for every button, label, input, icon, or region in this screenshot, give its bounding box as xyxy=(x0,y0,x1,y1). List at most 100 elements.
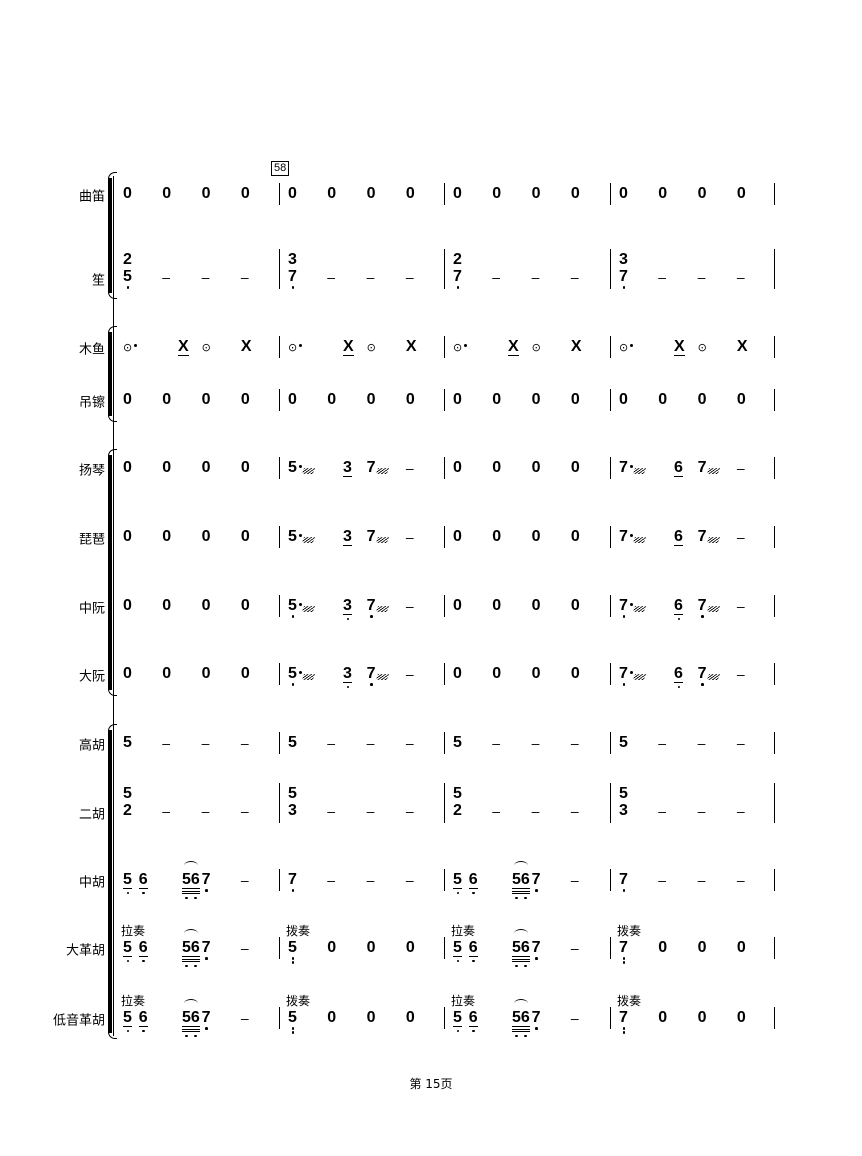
note-digit: 0 xyxy=(453,459,462,476)
low-octave-dot xyxy=(622,615,626,618)
underline xyxy=(674,682,683,684)
note-digit: – xyxy=(570,872,579,888)
technique-label: 拉奏 xyxy=(451,994,476,1008)
sustain-dash: – xyxy=(406,732,414,754)
note: 5 xyxy=(288,457,315,479)
note-digit: 0 xyxy=(327,185,337,202)
note: 0 xyxy=(658,937,667,959)
note-digit: 3 xyxy=(619,802,628,819)
note-digit: 0 xyxy=(453,185,462,202)
note: 0 xyxy=(571,526,580,548)
note: X xyxy=(241,336,252,358)
sustain-dash: – xyxy=(367,869,375,891)
note: 0 xyxy=(367,389,376,411)
note: 0 xyxy=(202,389,211,411)
note-digit: 56 xyxy=(511,999,530,1038)
note-digit: 7 xyxy=(619,663,628,686)
sustain-dash: – xyxy=(406,526,414,548)
barline xyxy=(774,595,776,617)
note-digit: ⊙ xyxy=(697,342,707,354)
note-digit: 0 xyxy=(531,391,541,408)
note-digit: 7 xyxy=(532,1007,541,1030)
note-digit: – xyxy=(697,735,706,751)
barline xyxy=(774,457,776,479)
bracket-winds xyxy=(108,172,117,299)
underline xyxy=(468,888,478,890)
sustain-dash: – xyxy=(202,800,210,822)
note-digit: 2 xyxy=(123,802,132,819)
note-digit: – xyxy=(570,803,579,819)
augmentation-dot xyxy=(298,534,302,538)
sustain-dash: – xyxy=(492,732,500,754)
note: 7 xyxy=(619,595,646,618)
technique-label: 拨奏 xyxy=(617,994,642,1008)
note: 0 xyxy=(453,389,462,411)
sustain-dash: – xyxy=(698,800,706,822)
note: 0 xyxy=(492,183,501,205)
low-octave-dot xyxy=(524,896,528,900)
note-digit: 3 xyxy=(343,595,352,621)
sustain-dash: – xyxy=(737,663,745,685)
underline xyxy=(511,893,530,895)
note-digit: 0 xyxy=(366,185,376,202)
note: 6 xyxy=(138,1007,148,1033)
note-digit: – xyxy=(366,803,375,819)
note: 6 xyxy=(468,937,478,963)
note-digit: 5 xyxy=(619,734,628,751)
note-digit: 0 xyxy=(123,665,132,682)
barline xyxy=(279,183,281,205)
note-digit: 0 xyxy=(201,528,211,545)
note-digit: 0 xyxy=(162,597,172,614)
underline xyxy=(674,614,683,616)
low-octave-dot xyxy=(291,615,295,618)
low-octave-dot xyxy=(142,959,145,963)
note-digit: 7 xyxy=(367,663,376,686)
note-digit: – xyxy=(366,269,375,285)
note-digit: 5 xyxy=(453,937,462,963)
low-octave-dot xyxy=(472,891,475,895)
sustain-dash: – xyxy=(571,266,579,288)
barline xyxy=(774,526,776,548)
note: X xyxy=(343,336,354,358)
note-digit: 0 xyxy=(240,185,250,202)
note-digit: 0 xyxy=(619,185,628,202)
upper-note: 2 xyxy=(123,251,132,268)
note: 5 xyxy=(288,526,315,548)
barline xyxy=(444,183,446,205)
note-digit: – xyxy=(240,269,249,285)
augmentation-dot xyxy=(298,671,302,675)
upper-note: 5 xyxy=(619,785,628,802)
underline xyxy=(511,961,530,963)
sustain-dash: – xyxy=(737,457,745,479)
note: 0 xyxy=(571,595,580,617)
note: 0 xyxy=(698,183,707,205)
note-digit: 0 xyxy=(240,459,250,476)
note-digit: X xyxy=(240,338,252,355)
note-digit: – xyxy=(240,1010,249,1026)
note-digit: 6 xyxy=(468,869,478,895)
low-octave-dot xyxy=(515,1034,519,1038)
note-digit: 0 xyxy=(453,528,462,545)
note: X xyxy=(178,336,189,358)
underline xyxy=(181,961,200,963)
underline xyxy=(181,890,200,892)
note: 6 xyxy=(674,595,683,621)
note-digit: 0 xyxy=(405,1009,415,1026)
tremolo-icon xyxy=(632,606,646,612)
note-digit: – xyxy=(531,803,540,819)
low-octave-dot xyxy=(194,964,198,968)
barline xyxy=(444,389,446,411)
barline xyxy=(610,1007,612,1029)
barline xyxy=(610,526,612,548)
note: 0 xyxy=(327,183,336,205)
sustain-dash: – xyxy=(327,266,335,288)
underline xyxy=(343,682,352,684)
note: 7 xyxy=(367,663,389,686)
barline xyxy=(774,937,776,959)
low-octave-dot xyxy=(205,957,208,960)
page-number: 第 15页 xyxy=(409,1077,453,1091)
note: 0 xyxy=(241,595,250,617)
note-digit: 5 xyxy=(123,1007,132,1033)
sustain-dash: – xyxy=(492,800,500,822)
note-digit: 0 xyxy=(366,391,376,408)
